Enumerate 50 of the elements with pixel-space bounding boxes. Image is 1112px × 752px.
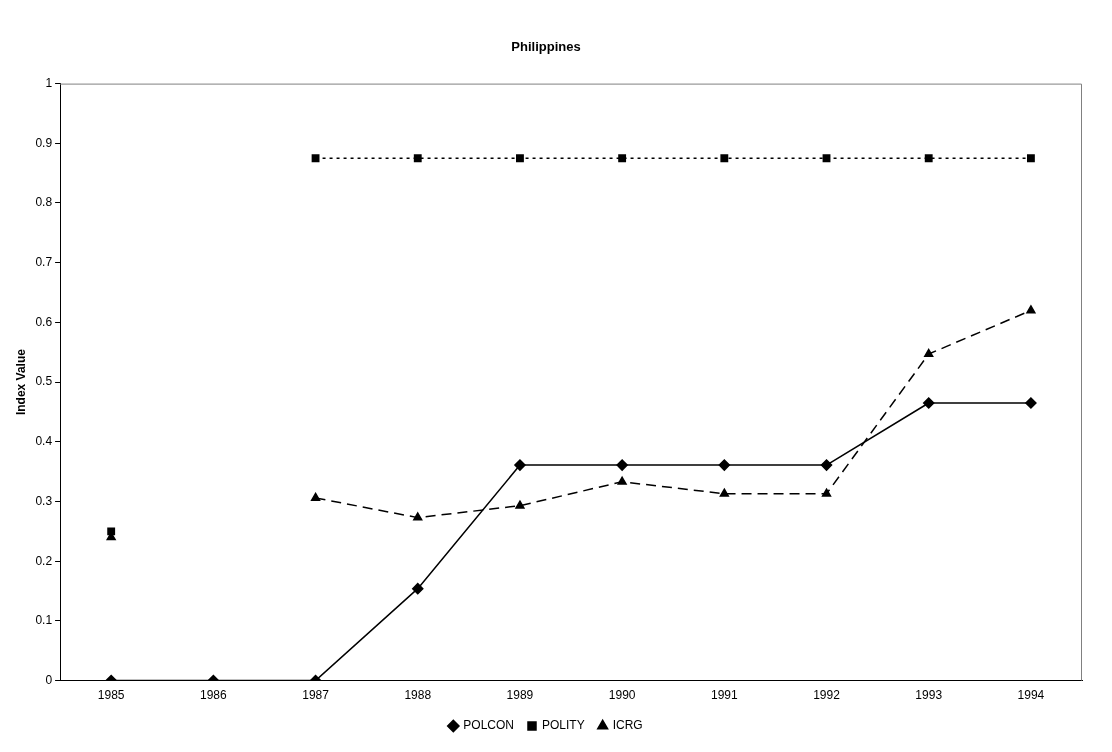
x-tick-label: 1989 xyxy=(506,688,534,703)
point xyxy=(924,154,933,163)
point xyxy=(618,154,627,163)
point xyxy=(822,154,831,163)
x-tick-label: 1988 xyxy=(404,688,432,703)
point xyxy=(413,154,422,163)
legend-label: POLITY xyxy=(542,718,585,733)
x-tick-label: 1993 xyxy=(915,688,943,703)
point xyxy=(924,348,934,358)
x-tick-label: 1992 xyxy=(813,688,841,703)
point xyxy=(616,459,628,471)
legend-label: POLCON xyxy=(463,718,515,733)
x-tick-label: 1990 xyxy=(608,688,636,703)
y-tick-label: 0.8 xyxy=(35,195,53,210)
y-tick-label: 0.7 xyxy=(35,255,53,270)
y-tick-label: 1 xyxy=(45,75,53,90)
y-tick-label: 0.1 xyxy=(35,613,53,628)
x-tick-label: 1986 xyxy=(200,688,228,703)
legend-label: ICRG xyxy=(612,718,643,733)
x-tick-label: 1985 xyxy=(97,688,125,703)
point xyxy=(922,397,935,409)
chart-title: Philippines xyxy=(511,39,581,55)
x-tick-label: 1991 xyxy=(710,688,738,703)
point xyxy=(1026,305,1036,314)
x-tick-label: 1987 xyxy=(302,688,330,703)
y-tick-label: 0.3 xyxy=(35,493,53,508)
point xyxy=(720,154,729,163)
point xyxy=(1025,397,1037,409)
point xyxy=(820,459,833,471)
y-tick-label: 0 xyxy=(45,672,53,687)
point xyxy=(617,476,627,485)
y-tick-label: 0.4 xyxy=(35,434,53,449)
point xyxy=(718,459,731,471)
x-tick-label: 1994 xyxy=(1017,688,1045,703)
point xyxy=(107,527,116,536)
point xyxy=(412,582,424,595)
point xyxy=(310,492,321,501)
point xyxy=(514,459,526,471)
y-tick-label: 0.2 xyxy=(35,553,53,568)
point xyxy=(719,488,729,497)
y-tick-label: 0.5 xyxy=(35,374,53,389)
point xyxy=(311,154,320,163)
point xyxy=(1026,154,1035,163)
y-axis-title: Index Value xyxy=(13,348,28,416)
point xyxy=(515,500,525,509)
point xyxy=(413,512,423,521)
point xyxy=(821,488,832,497)
y-tick-label: 0.9 xyxy=(35,135,53,150)
point xyxy=(516,154,524,163)
y-tick-label: 0.6 xyxy=(35,314,53,329)
